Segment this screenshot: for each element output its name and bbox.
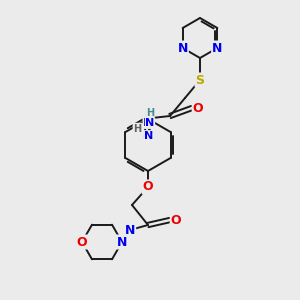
Text: O: O — [143, 181, 153, 194]
Text: N: N — [117, 236, 127, 248]
Text: N: N — [125, 224, 135, 236]
Text: O: O — [193, 101, 203, 115]
Text: H: H — [146, 108, 154, 118]
Text: H: H — [144, 111, 152, 121]
Text: N: N — [144, 131, 154, 141]
Text: N: N — [178, 41, 188, 55]
Text: N: N — [143, 118, 153, 128]
Text: O: O — [171, 214, 181, 226]
Text: H: H — [134, 124, 142, 134]
Text: N: N — [146, 118, 154, 128]
Text: S: S — [196, 74, 205, 86]
Text: N: N — [212, 41, 223, 55]
Text: O: O — [77, 236, 87, 248]
